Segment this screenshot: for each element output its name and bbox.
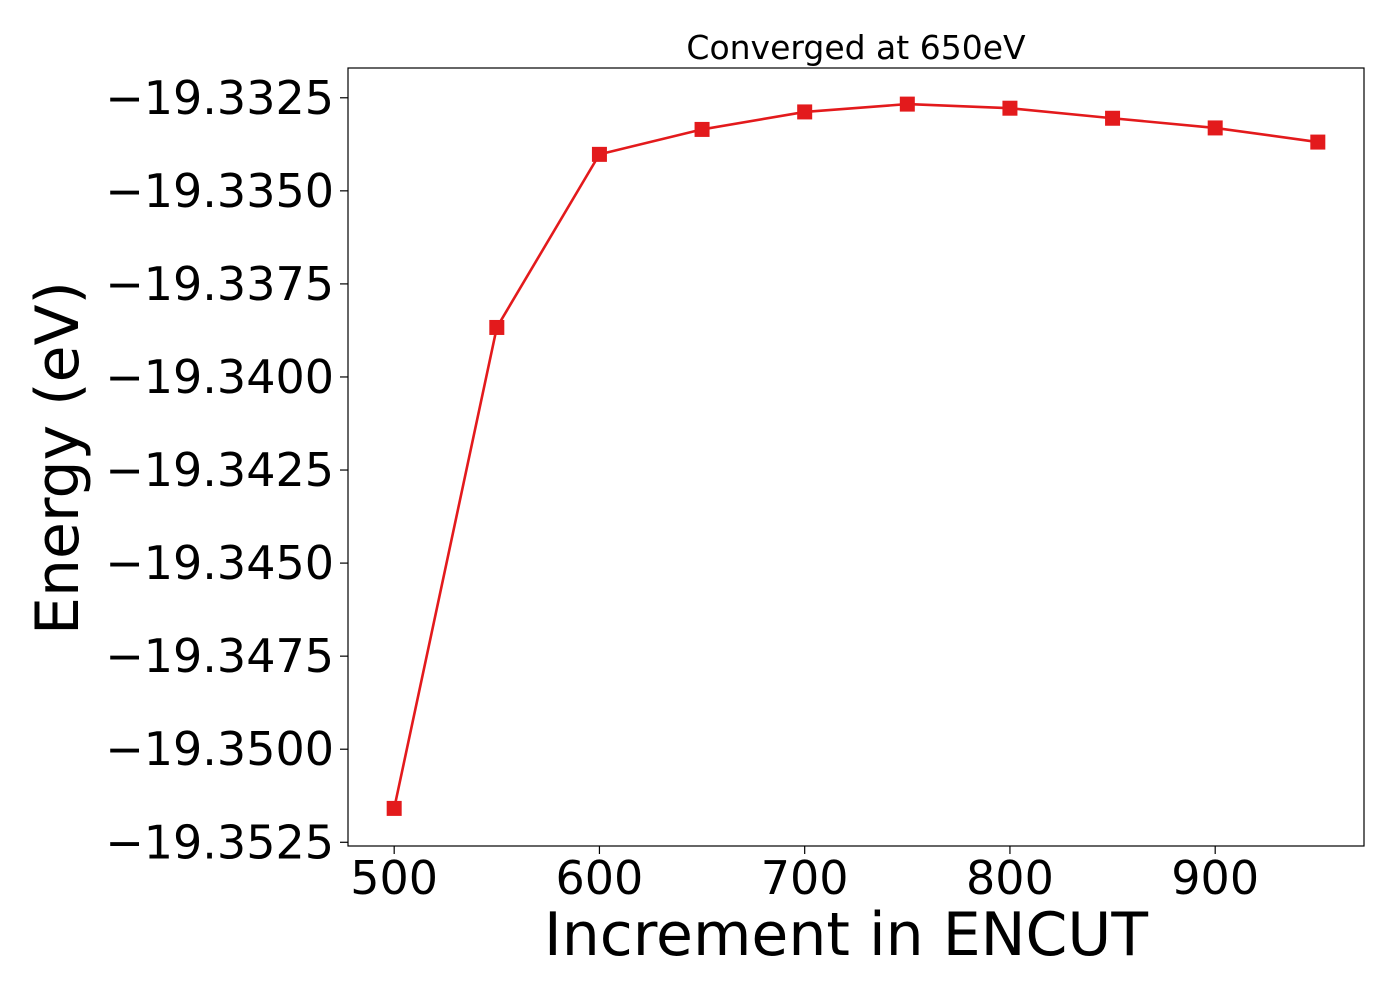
series-line: [392, 102, 1318, 809]
x-tick-label: 700: [761, 851, 849, 905]
x-tick-label: 600: [556, 851, 644, 905]
data-point: [489, 319, 505, 335]
x-tick-label: 900: [1171, 851, 1259, 905]
y-tick-label: −19.3325: [105, 71, 334, 125]
data-point: [1002, 100, 1018, 116]
y-tick-label: −19.3475: [105, 629, 334, 683]
data-point: [1105, 110, 1121, 126]
y-tick-label: −19.3400: [105, 350, 334, 404]
y-axis-label: Energy (eV): [23, 281, 93, 635]
y-tick-label: −19.3525: [105, 815, 334, 869]
y-tick-label: −19.3375: [105, 257, 334, 311]
y-tick-label: −19.3500: [105, 722, 334, 776]
x-tick-label: 800: [966, 851, 1054, 905]
x-axis: 500 600 700 800 900: [350, 846, 1259, 905]
x-tick-label: 500: [350, 851, 438, 905]
data-point: [899, 96, 915, 112]
y-tick-label: −19.3450: [105, 536, 334, 590]
x-axis-label: Increment in ENCUT: [544, 900, 1148, 970]
data-point: [1207, 120, 1223, 136]
data-point: [1310, 134, 1326, 150]
y-tick-label: −19.3425: [105, 443, 334, 497]
data-point: [591, 146, 607, 162]
chart-title: Converged at 650eV: [686, 28, 1026, 67]
data-point: [797, 104, 813, 120]
plot-frame: [347, 67, 1365, 847]
y-axis: −19.3325 −19.3350 −19.3375 −19.3400 −19.3425…: [105, 71, 348, 869]
plot-area: [347, 67, 1365, 847]
data-point: [386, 800, 402, 816]
y-tick-label: −19.3350: [105, 164, 334, 218]
data-point: [694, 121, 710, 137]
